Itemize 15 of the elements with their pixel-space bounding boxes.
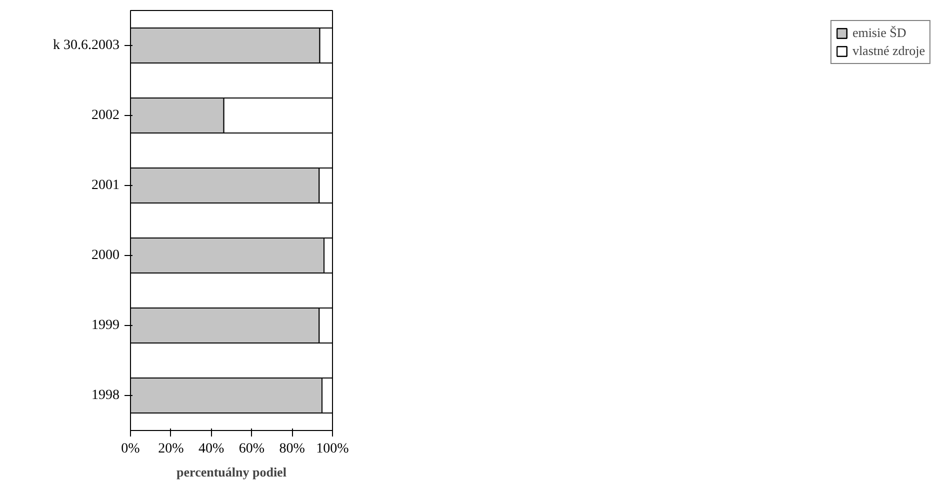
x-tick-label: 20% bbox=[158, 442, 184, 456]
y-tick-label: 1998 bbox=[92, 388, 120, 403]
legend-label: vlastné zdroje bbox=[852, 43, 925, 59]
x-tick-label: 60% bbox=[238, 442, 265, 456]
y-tick-label: 1999 bbox=[92, 318, 120, 333]
x-axis-title: percentuálny podiel bbox=[176, 464, 287, 480]
x-tick-label: 100% bbox=[316, 442, 350, 456]
y-tick-label: 2001 bbox=[92, 178, 120, 193]
x-tick-label: 40% bbox=[198, 442, 224, 456]
y-tick-label: 2000 bbox=[92, 248, 120, 263]
y-tick-label: 2002 bbox=[92, 108, 120, 123]
legend-label: emisie ŠD bbox=[852, 25, 906, 41]
y-tick-label: k 30.6.2003 bbox=[53, 38, 120, 53]
x-tick-label: 0% bbox=[121, 442, 140, 456]
x-tick-label: 80% bbox=[279, 442, 306, 456]
